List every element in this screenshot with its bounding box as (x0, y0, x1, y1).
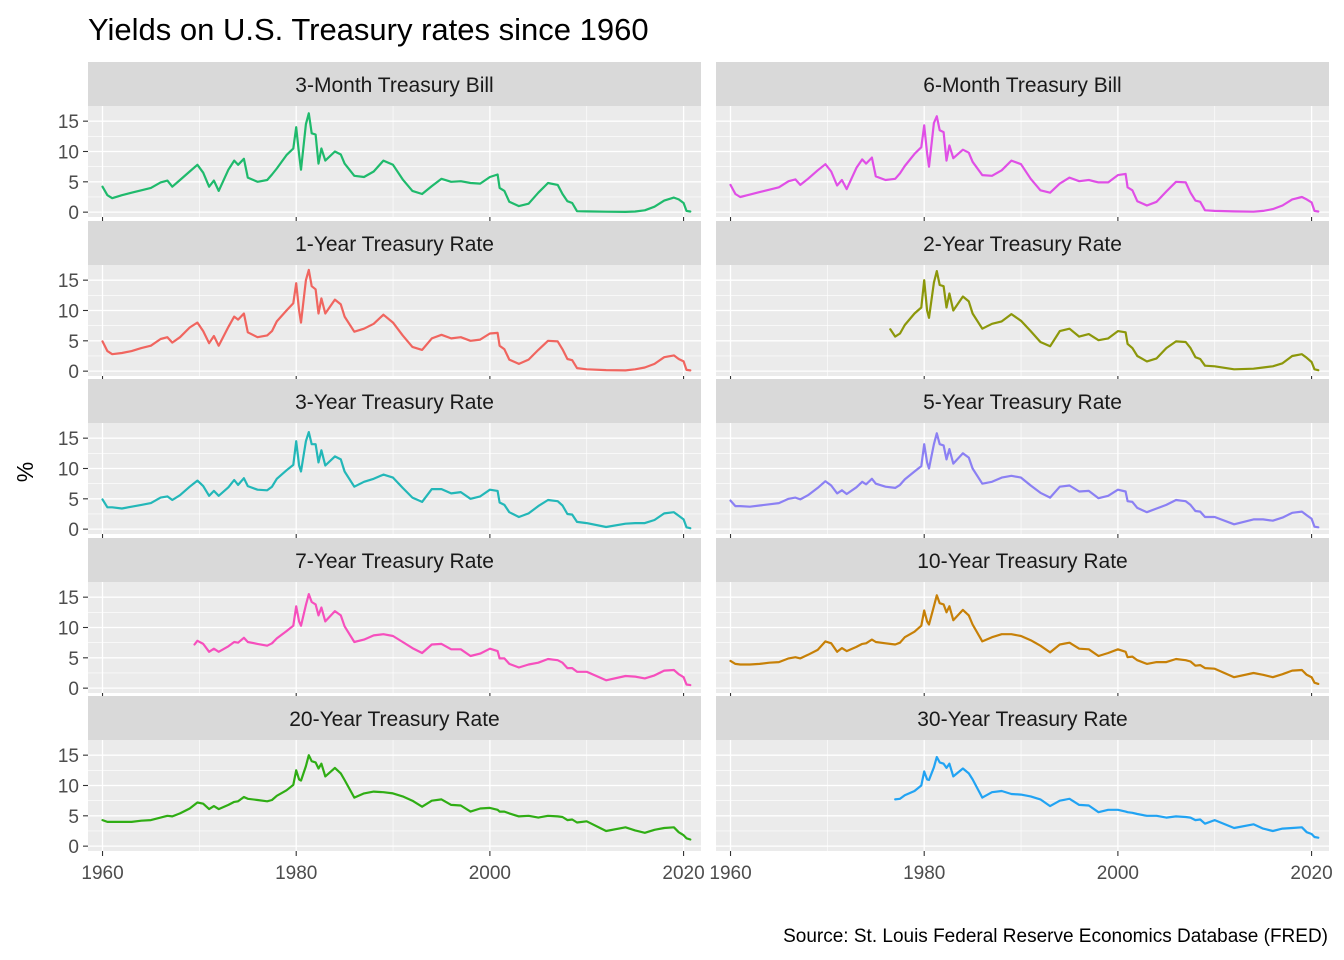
facet-panel: 1-Year Treasury Rate 0 5 10 15 (58, 221, 701, 383)
y-tick-label: 10 (58, 142, 79, 163)
x-tick-label: 1960 (81, 863, 123, 884)
series-line (101, 431, 692, 530)
y-tick-label: 5 (68, 807, 79, 828)
x-tick-label: 2020 (1290, 863, 1332, 884)
plot-panel (716, 106, 1329, 217)
series-line (101, 754, 692, 841)
y-tick-label: 5 (68, 332, 79, 353)
y-tick-label: 15 (58, 588, 79, 609)
facet-strip-label: 1-Year Treasury Rate (295, 233, 494, 256)
facet-panel: 2-Year Treasury Rate (716, 221, 1329, 381)
series-line (889, 270, 1320, 372)
plot-panel (88, 265, 701, 376)
y-tick-label: 15 (58, 112, 79, 133)
y-tick-label: 10 (58, 776, 79, 797)
facet-strip (716, 696, 1329, 740)
y-tick-label: 15 (58, 429, 79, 450)
chart-title: Yields on U.S. Treasury rates since 1960 (88, 12, 649, 47)
series-line (729, 115, 1320, 213)
facet-panel: 6-Month Treasury Bill (716, 62, 1329, 222)
x-tick-label: 2000 (469, 863, 511, 884)
facet-strip (716, 379, 1329, 423)
y-tick-label: 15 (58, 746, 79, 767)
x-tick-label: 2020 (662, 863, 704, 884)
series-line (101, 268, 692, 372)
series-line (101, 112, 692, 213)
facet-panel: 3-Month Treasury Bill 0 5 10 15 (58, 62, 701, 224)
x-tick-label: 2000 (1097, 863, 1139, 884)
y-tick-label: 10 (58, 459, 79, 480)
chart-caption: Source: St. Louis Federal Reserve Econom… (783, 926, 1328, 947)
series-line (894, 755, 1320, 839)
facet-panel: 30-Year Treasury Rate 1960 1980 2000 2020 (709, 696, 1333, 884)
facet-panel: 5-Year Treasury Rate (716, 379, 1329, 539)
facet-strip (88, 538, 701, 582)
y-tick-label: 5 (68, 649, 79, 670)
y-tick-label: 0 (68, 520, 79, 541)
facet-strip-label: 10-Year Treasury Rate (917, 550, 1128, 573)
facet-strip-label: 2-Year Treasury Rate (923, 233, 1122, 256)
facet-panel: 10-Year Treasury Rate (716, 538, 1329, 698)
y-tick-label: 0 (68, 837, 79, 858)
facet-strip-label: 7-Year Treasury Rate (295, 550, 494, 573)
facet-panel: 20-Year Treasury Rate 0 5 10 15 1960 1980 2000 2… (58, 696, 705, 884)
facet-panel: 7-Year Treasury Rate 0 5 10 15 (58, 538, 701, 700)
series-line (729, 432, 1320, 529)
series-line (729, 594, 1320, 686)
facet-strip (88, 221, 701, 265)
plot-panel (716, 265, 1329, 376)
y-tick-label: 0 (68, 203, 79, 224)
y-tick-label: 5 (68, 490, 79, 511)
x-tick-label: 1980 (903, 863, 945, 884)
facet-strip (88, 62, 701, 106)
y-tick-label: 10 (58, 618, 79, 639)
series-line (193, 592, 692, 687)
x-tick-label: 1960 (709, 863, 751, 884)
facet-strip (716, 62, 1329, 106)
facet-strip (88, 379, 701, 423)
facet-strip-label: 20-Year Treasury Rate (289, 708, 500, 731)
facet-strip (88, 696, 701, 740)
x-tick-label: 1980 (275, 863, 317, 884)
facet-strip (716, 538, 1329, 582)
facet-panel: 3-Year Treasury Rate 0 5 10 15 (58, 379, 701, 541)
plot-panel (88, 106, 701, 217)
y-tick-label: 0 (68, 679, 79, 700)
y-tick-label: 15 (58, 271, 79, 292)
facet-strip-label: 6-Month Treasury Bill (923, 74, 1121, 97)
facet-strip-label: 30-Year Treasury Rate (917, 708, 1128, 731)
y-tick-label: 0 (68, 362, 79, 383)
facet-strip-label: 3-Year Treasury Rate (295, 391, 494, 414)
facet-panels: 3-Month Treasury Bill 0 5 10 15 6-Month Treas… (58, 62, 1333, 884)
facet-strip-label: 3-Month Treasury Bill (295, 74, 493, 97)
facet-strip-label: 5-Year Treasury Rate (923, 391, 1122, 414)
plot-panel (88, 740, 701, 851)
y-axis-label: % (12, 462, 38, 482)
facet-strip (716, 221, 1329, 265)
y-tick-label: 10 (58, 301, 79, 322)
y-tick-label: 5 (68, 173, 79, 194)
